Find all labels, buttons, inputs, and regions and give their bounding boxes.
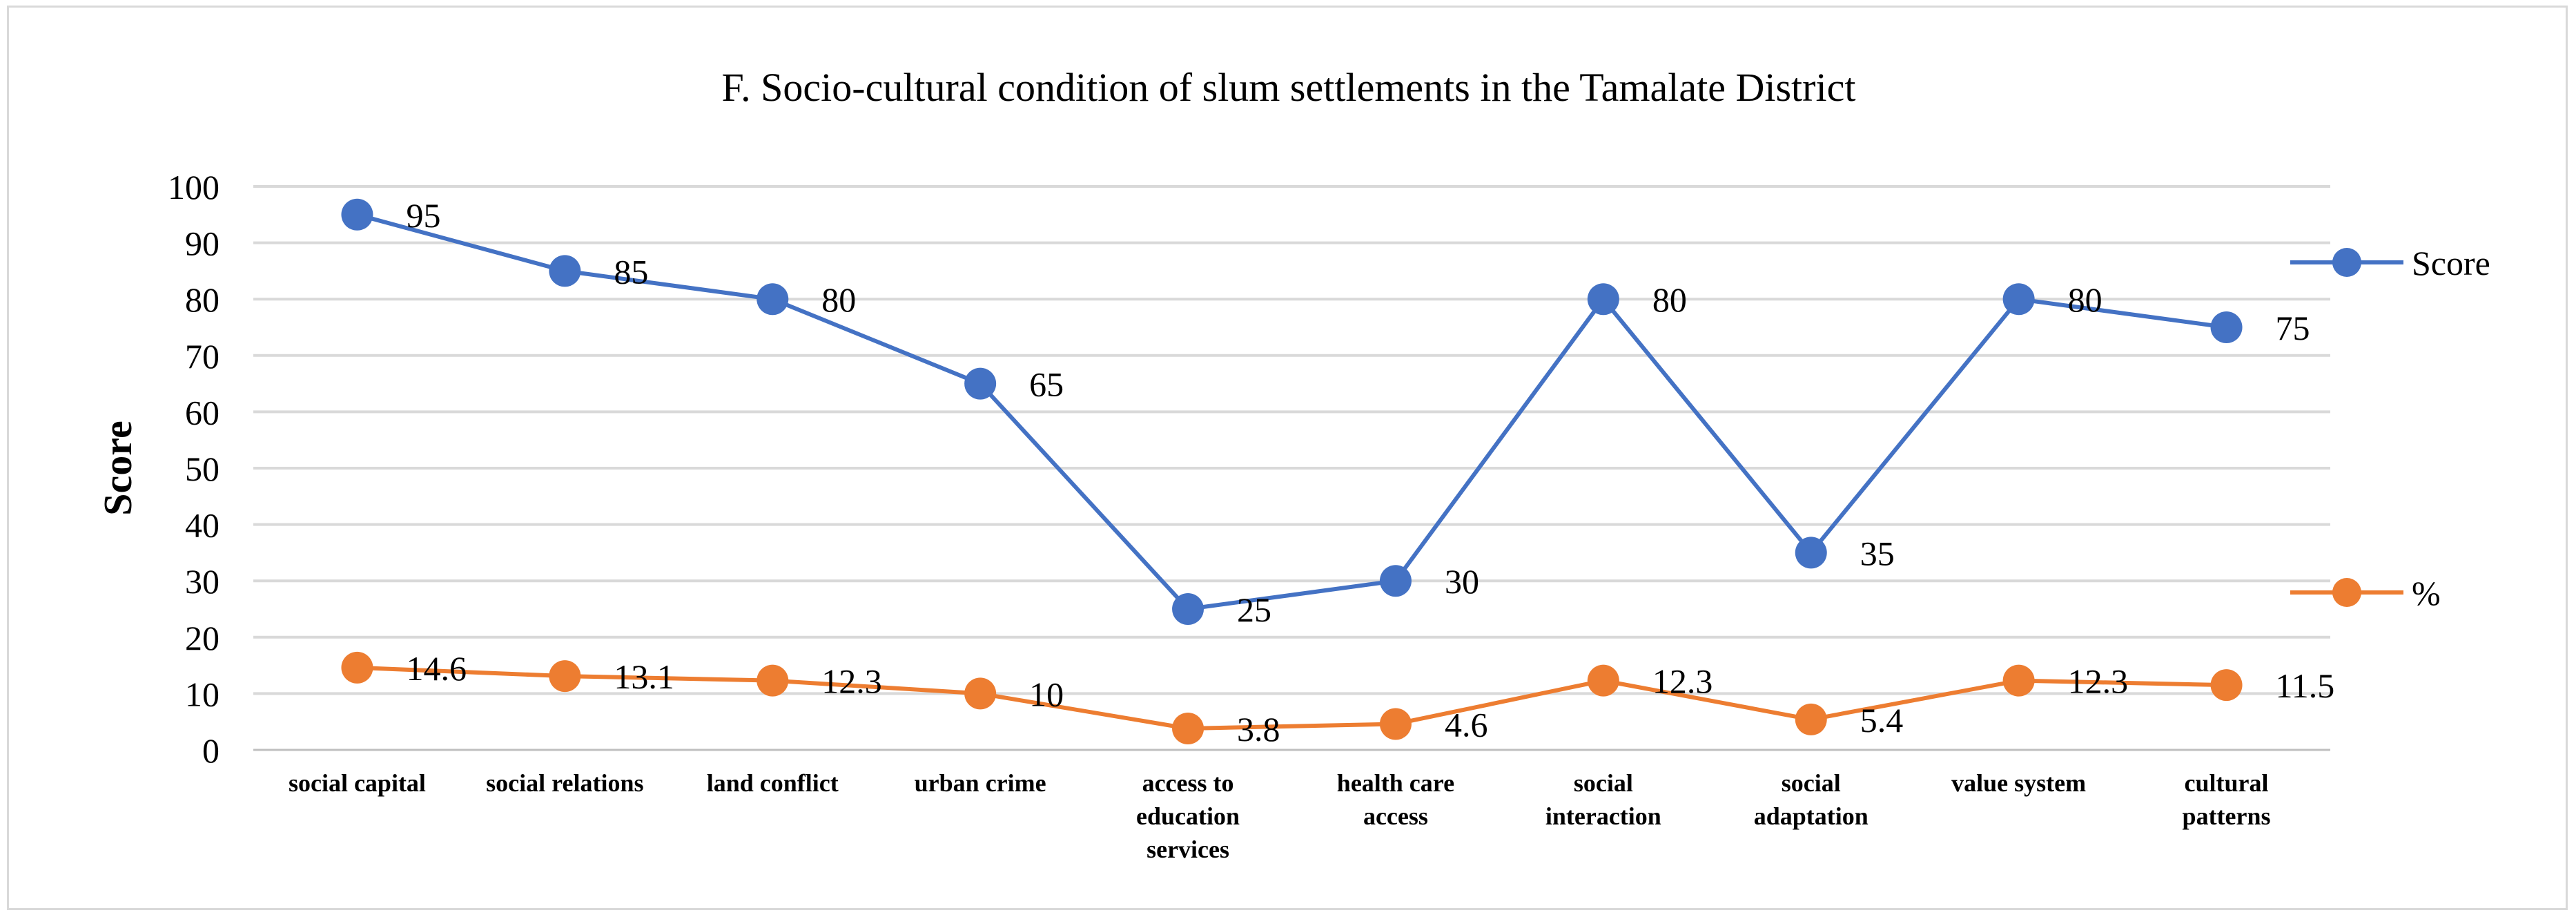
y-axis-ticks: 0 10 20 30 40 50 60 70 80 90 100: [168, 168, 219, 770]
data-point: [549, 660, 581, 693]
data-point: [2210, 669, 2243, 702]
data-label: 12.3: [821, 662, 882, 701]
y-tick-label: 20: [185, 619, 219, 657]
y-tick-label: 50: [185, 450, 219, 488]
data-label: 11.5: [2276, 666, 2335, 705]
series-line: [357, 665, 2227, 731]
y-tick-label: 90: [185, 224, 219, 263]
data-label: 25: [1237, 590, 1271, 629]
data-point: [1795, 703, 1827, 735]
y-tick-label: 40: [185, 506, 219, 545]
series-line: [356, 212, 2227, 611]
x-tick-label: social adaptation: [1754, 769, 1868, 830]
data-point: [757, 283, 789, 316]
data-label: 75: [2276, 309, 2310, 347]
legend: Score%: [2290, 244, 2490, 612]
legend-item: Score: [2290, 244, 2490, 282]
data-point: [2002, 283, 2035, 316]
x-tick-label: health care access: [1337, 769, 1454, 830]
y-tick-label: 70: [185, 337, 219, 376]
legend-marker: [2332, 578, 2361, 607]
y-tick-label: 60: [185, 393, 219, 432]
x-axis-ticks: social capital social relations land confl…: [289, 769, 2271, 863]
data-label: 35: [1860, 534, 1895, 572]
data-point: [1379, 708, 1412, 740]
chart-frame: [7, 6, 2568, 910]
data-point: [964, 367, 997, 400]
y-tick-label: 10: [185, 675, 219, 713]
y-axis-label: Score: [95, 421, 140, 515]
data-label: 3.8: [1237, 710, 1280, 749]
y-tick-label: 30: [185, 562, 219, 601]
data-label: 12.3: [1652, 662, 1713, 701]
data-label: 65: [1029, 365, 1064, 404]
data-label: 13.1: [614, 657, 674, 696]
data-label: 30: [1445, 562, 1479, 601]
y-tick-label: 80: [185, 280, 219, 319]
data-point: [757, 664, 789, 697]
data-point: [2210, 311, 2243, 343]
data-point: [1172, 712, 1204, 744]
y-tick-label: 100: [168, 168, 219, 206]
series-percent: 14.6 13.1 12.3 10 3.8 4.6 12.3 5.4 12.3 11.5: [341, 649, 2334, 749]
data-point: [1587, 283, 1619, 316]
legend-marker: [2332, 248, 2361, 277]
x-tick-label: value system: [1951, 769, 2086, 797]
legend-label: Score: [2412, 244, 2490, 282]
data-label: 85: [614, 252, 648, 291]
data-label: 80: [1652, 280, 1687, 319]
x-tick-label: cultural patterns: [2183, 769, 2271, 830]
chart-title: F. Socio-cultural condition of slum sett…: [722, 65, 1856, 110]
data-label: 5.4: [1860, 701, 1904, 740]
legend-label: %: [2412, 574, 2441, 612]
legend-item: %: [2290, 574, 2441, 612]
data-label: 12.3: [2068, 662, 2129, 701]
data-point: [964, 677, 997, 710]
data-point: [341, 651, 373, 684]
data-point: [1587, 664, 1619, 697]
data-label: 80: [821, 280, 856, 319]
series-score: 95 85 80 65 25 30 80 35 80 75: [341, 196, 2310, 629]
series-layer: 95 85 80 65 25 30 80 35 80 75 14.6 13.1 12.3 10 3.8 4.6…: [341, 196, 2334, 749]
x-tick-label: access to education services: [1136, 769, 1240, 863]
data-label: 10: [1029, 675, 1064, 713]
x-tick-label: social relations: [486, 769, 643, 797]
x-tick-label: land conflict: [707, 769, 839, 797]
data-point: [549, 255, 581, 287]
y-tick-label: 0: [202, 731, 219, 770]
x-tick-label: urban crime: [915, 769, 1046, 797]
data-label: 14.6: [406, 649, 467, 688]
data-label: 80: [2068, 280, 2102, 319]
data-point: [1172, 593, 1204, 625]
gridlines: [253, 185, 2330, 751]
data-label: 4.6: [1445, 705, 1488, 744]
data-point: [1379, 565, 1412, 597]
data-point: [341, 198, 373, 231]
x-tick-label: social interaction: [1545, 769, 1661, 830]
x-tick-label: social capital: [289, 769, 426, 797]
data-label: 95: [406, 196, 440, 235]
data-point: [1795, 537, 1827, 569]
data-point: [2002, 664, 2035, 697]
